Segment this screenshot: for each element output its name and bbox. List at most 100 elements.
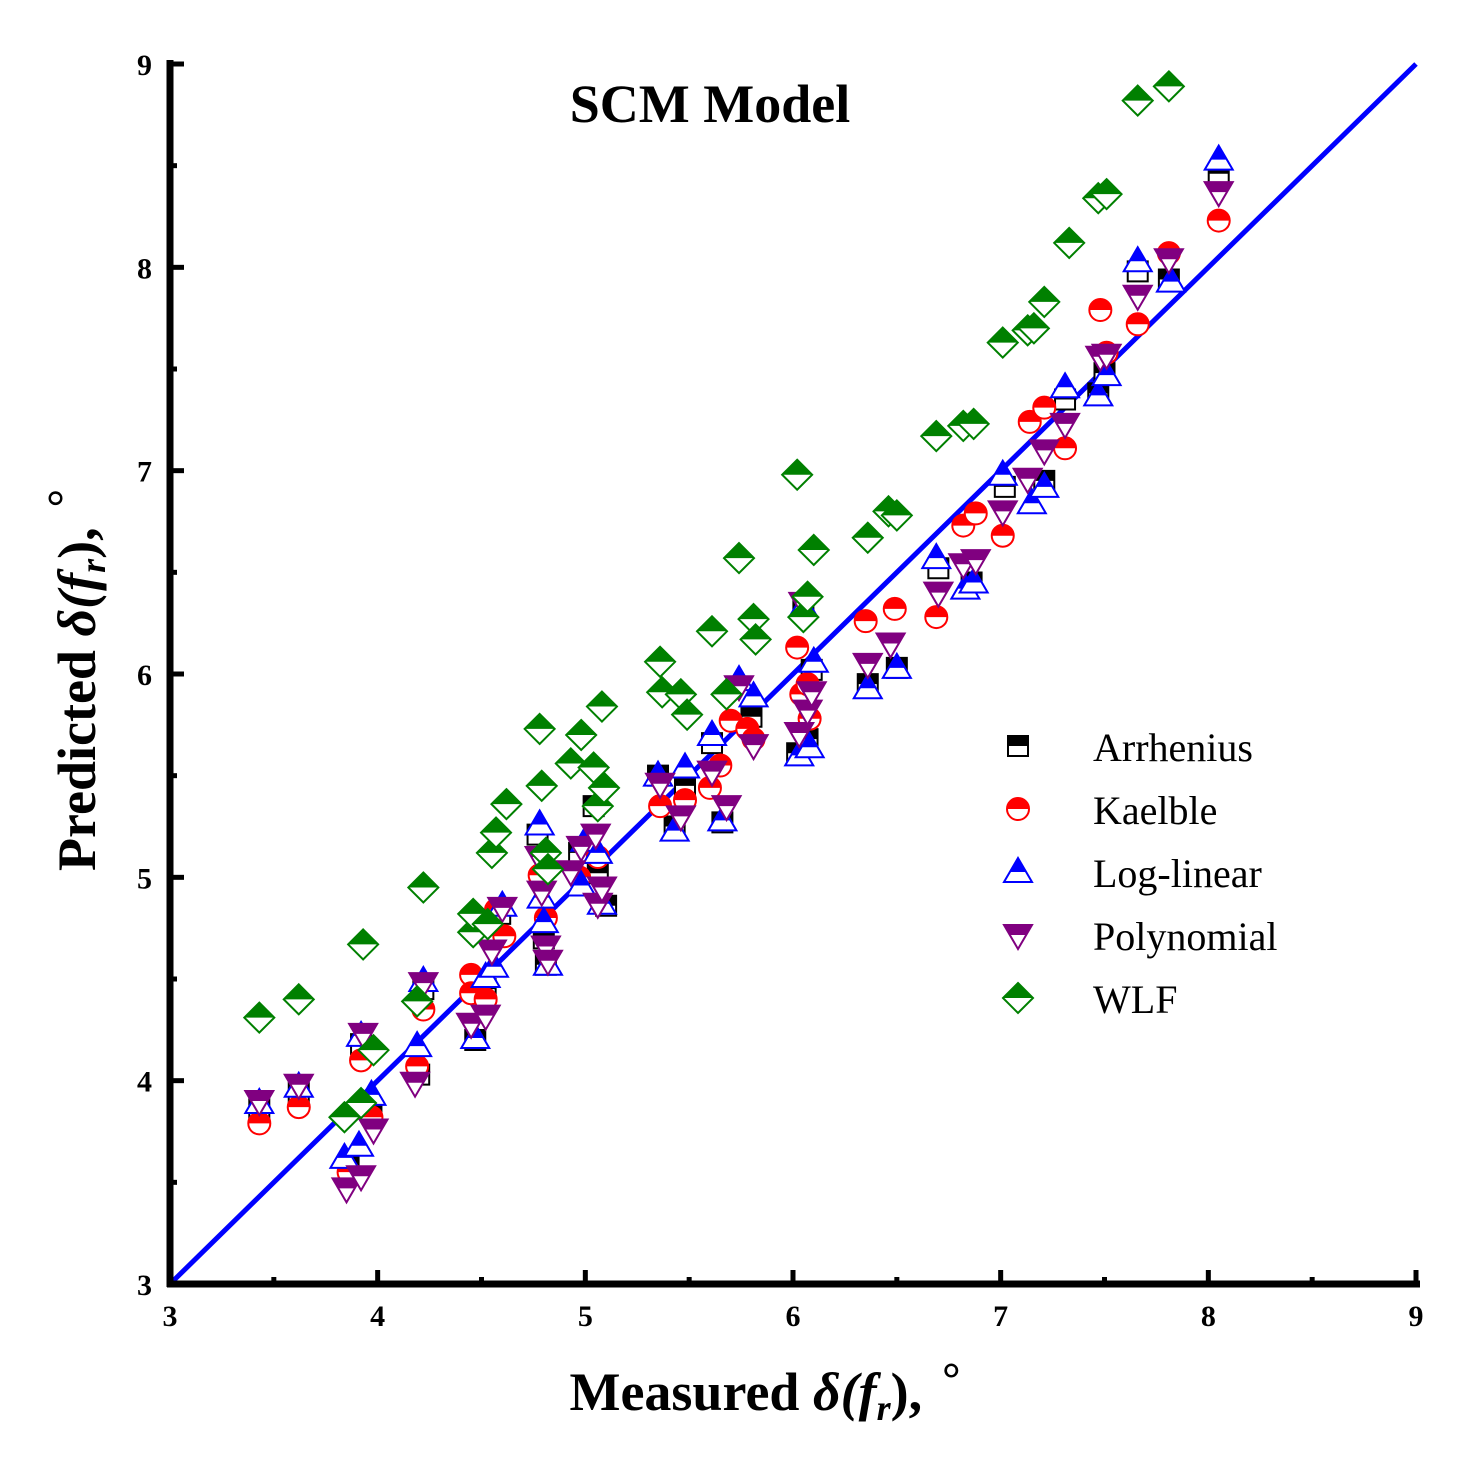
data-point bbox=[1049, 371, 1081, 399]
data-point bbox=[585, 690, 619, 723]
data-point bbox=[880, 498, 914, 532]
y-tick-label: 4 bbox=[137, 1066, 152, 1099]
data-point bbox=[1028, 439, 1061, 467]
data-point bbox=[852, 652, 884, 680]
data-point bbox=[523, 808, 556, 836]
data-point bbox=[565, 835, 597, 863]
data-point bbox=[1090, 177, 1123, 211]
y-tick-label: 6 bbox=[137, 659, 152, 692]
data-point bbox=[1206, 208, 1231, 233]
data-point bbox=[282, 982, 316, 1016]
data-point bbox=[523, 712, 557, 746]
series-wlf bbox=[242, 69, 1186, 1134]
tick-labels: 3 4 5 6 7 8 9 3 4 5 6 7 8 9 bbox=[137, 49, 1424, 1333]
data-point bbox=[1027, 285, 1061, 319]
data-point bbox=[1125, 312, 1150, 337]
legend-marker bbox=[1001, 981, 1035, 1015]
data-point bbox=[783, 721, 815, 749]
legend-marker bbox=[1007, 735, 1029, 757]
data-point bbox=[963, 501, 988, 526]
x-tick-label: 7 bbox=[993, 1300, 1008, 1333]
data-point bbox=[565, 869, 597, 897]
data-point bbox=[344, 1086, 378, 1120]
data-point bbox=[399, 1071, 431, 1099]
data-point bbox=[795, 681, 828, 709]
y-tick-label: 7 bbox=[137, 456, 152, 489]
data-point bbox=[1049, 412, 1081, 440]
data-point bbox=[357, 1033, 390, 1067]
data-point bbox=[882, 596, 907, 621]
data-point bbox=[564, 718, 598, 752]
data-point bbox=[1082, 379, 1115, 407]
legend-label: Log-linear bbox=[1093, 851, 1262, 896]
data-point bbox=[343, 1129, 375, 1157]
legend-marker bbox=[1002, 856, 1034, 883]
data-point bbox=[1152, 69, 1186, 103]
data-point bbox=[525, 769, 559, 803]
data-point bbox=[400, 984, 434, 1018]
y-tick-label: 5 bbox=[137, 862, 152, 895]
data-point bbox=[242, 1001, 276, 1035]
legend-marker bbox=[1006, 797, 1030, 821]
data-point bbox=[670, 698, 704, 732]
x-tick-label: 4 bbox=[370, 1300, 385, 1333]
legend-item: WLF bbox=[1001, 977, 1177, 1022]
data-point bbox=[852, 672, 884, 700]
data-point bbox=[1088, 298, 1113, 323]
y-tick-label: 8 bbox=[137, 252, 152, 285]
y-tick-label: 9 bbox=[137, 49, 152, 82]
data-point bbox=[1155, 265, 1187, 293]
series-log-linear bbox=[243, 143, 1235, 1169]
data-point bbox=[1121, 245, 1154, 273]
data-point bbox=[486, 896, 519, 924]
reference-line bbox=[168, 62, 1418, 1286]
data-point bbox=[1017, 311, 1051, 345]
data-point bbox=[476, 939, 508, 967]
data-point bbox=[737, 734, 770, 762]
x-axis-title: Measured δ(fr), ° bbox=[569, 1353, 960, 1428]
x-tick-label: 6 bbox=[786, 1300, 801, 1333]
x-tick-label: 9 bbox=[1409, 1300, 1424, 1333]
data-point bbox=[1090, 343, 1123, 371]
data-point bbox=[785, 635, 810, 660]
data-point bbox=[490, 787, 523, 821]
data-point bbox=[455, 1012, 487, 1040]
data-point bbox=[247, 1111, 272, 1136]
axes bbox=[166, 60, 1420, 1288]
data-point bbox=[780, 458, 814, 492]
data-point bbox=[922, 581, 955, 609]
x-tick-label: 5 bbox=[578, 1300, 593, 1333]
legend-label: Arrhenius bbox=[1093, 725, 1253, 770]
data-point bbox=[665, 805, 697, 833]
legend-marker bbox=[1002, 924, 1034, 951]
data-point bbox=[1052, 226, 1086, 260]
data-point bbox=[853, 609, 878, 634]
data-point bbox=[479, 816, 513, 850]
data-point bbox=[1121, 84, 1155, 118]
data-point bbox=[710, 795, 743, 823]
data-point bbox=[525, 880, 558, 908]
x-tick-label: 8 bbox=[1201, 1300, 1216, 1333]
legend-label: Polynomial bbox=[1093, 914, 1277, 959]
data-point bbox=[471, 907, 505, 941]
legend-label: WLF bbox=[1093, 977, 1177, 1022]
data-point bbox=[987, 458, 1019, 486]
data-point bbox=[330, 1177, 363, 1205]
data-point bbox=[530, 935, 562, 963]
data-point bbox=[710, 677, 743, 711]
data-point bbox=[957, 566, 990, 594]
data-point bbox=[401, 1030, 433, 1058]
data-point bbox=[920, 542, 953, 570]
data-point bbox=[357, 1118, 390, 1146]
data-point bbox=[793, 731, 826, 759]
data-point bbox=[528, 906, 560, 934]
data-point bbox=[791, 580, 824, 614]
data-point bbox=[851, 521, 885, 555]
data-point bbox=[532, 949, 564, 977]
data-point bbox=[1028, 470, 1061, 498]
data-point bbox=[986, 326, 1020, 359]
data-point bbox=[644, 772, 676, 800]
x-tick-label: 3 bbox=[163, 1300, 178, 1333]
data-point bbox=[696, 719, 728, 746]
data-point bbox=[798, 645, 830, 673]
